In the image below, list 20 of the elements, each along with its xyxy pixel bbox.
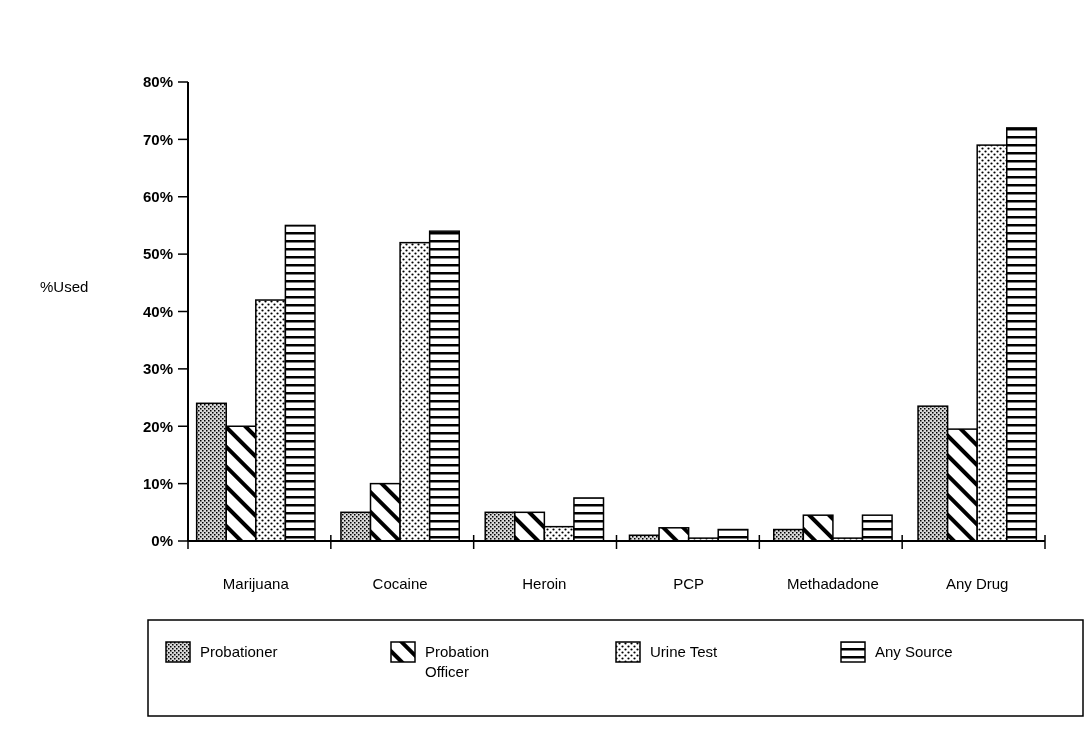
x-tick-label: Heroin (522, 575, 567, 592)
y-tick-label: 40% (142, 302, 173, 320)
y-tick-label: 80% (142, 73, 173, 91)
y-tick-label: 20% (142, 417, 173, 435)
y-tick-label: 0% (151, 532, 173, 550)
y-tick-label: 70% (142, 130, 173, 148)
legend-label: Urine Test (650, 643, 719, 661)
x-tick-label: Any Drug (945, 575, 1009, 592)
legend-label: Probationer (200, 643, 278, 661)
y-tick-label: 60% (142, 188, 173, 205)
x-tick-label: Methadadone (787, 575, 879, 592)
y-tick-label: 10% (142, 474, 173, 492)
y-tick-label: 50% (142, 245, 173, 263)
x-tick-label: Cocaine (372, 575, 428, 592)
y-tick-label: 30% (142, 360, 173, 378)
x-tick-label: Marijuana (222, 575, 290, 592)
legend-label: Probation Officer (425, 643, 490, 680)
y-axis-title: %Used (40, 277, 89, 295)
x-tick-label: PCP (673, 575, 705, 592)
legend-label: Any Source (875, 643, 953, 661)
